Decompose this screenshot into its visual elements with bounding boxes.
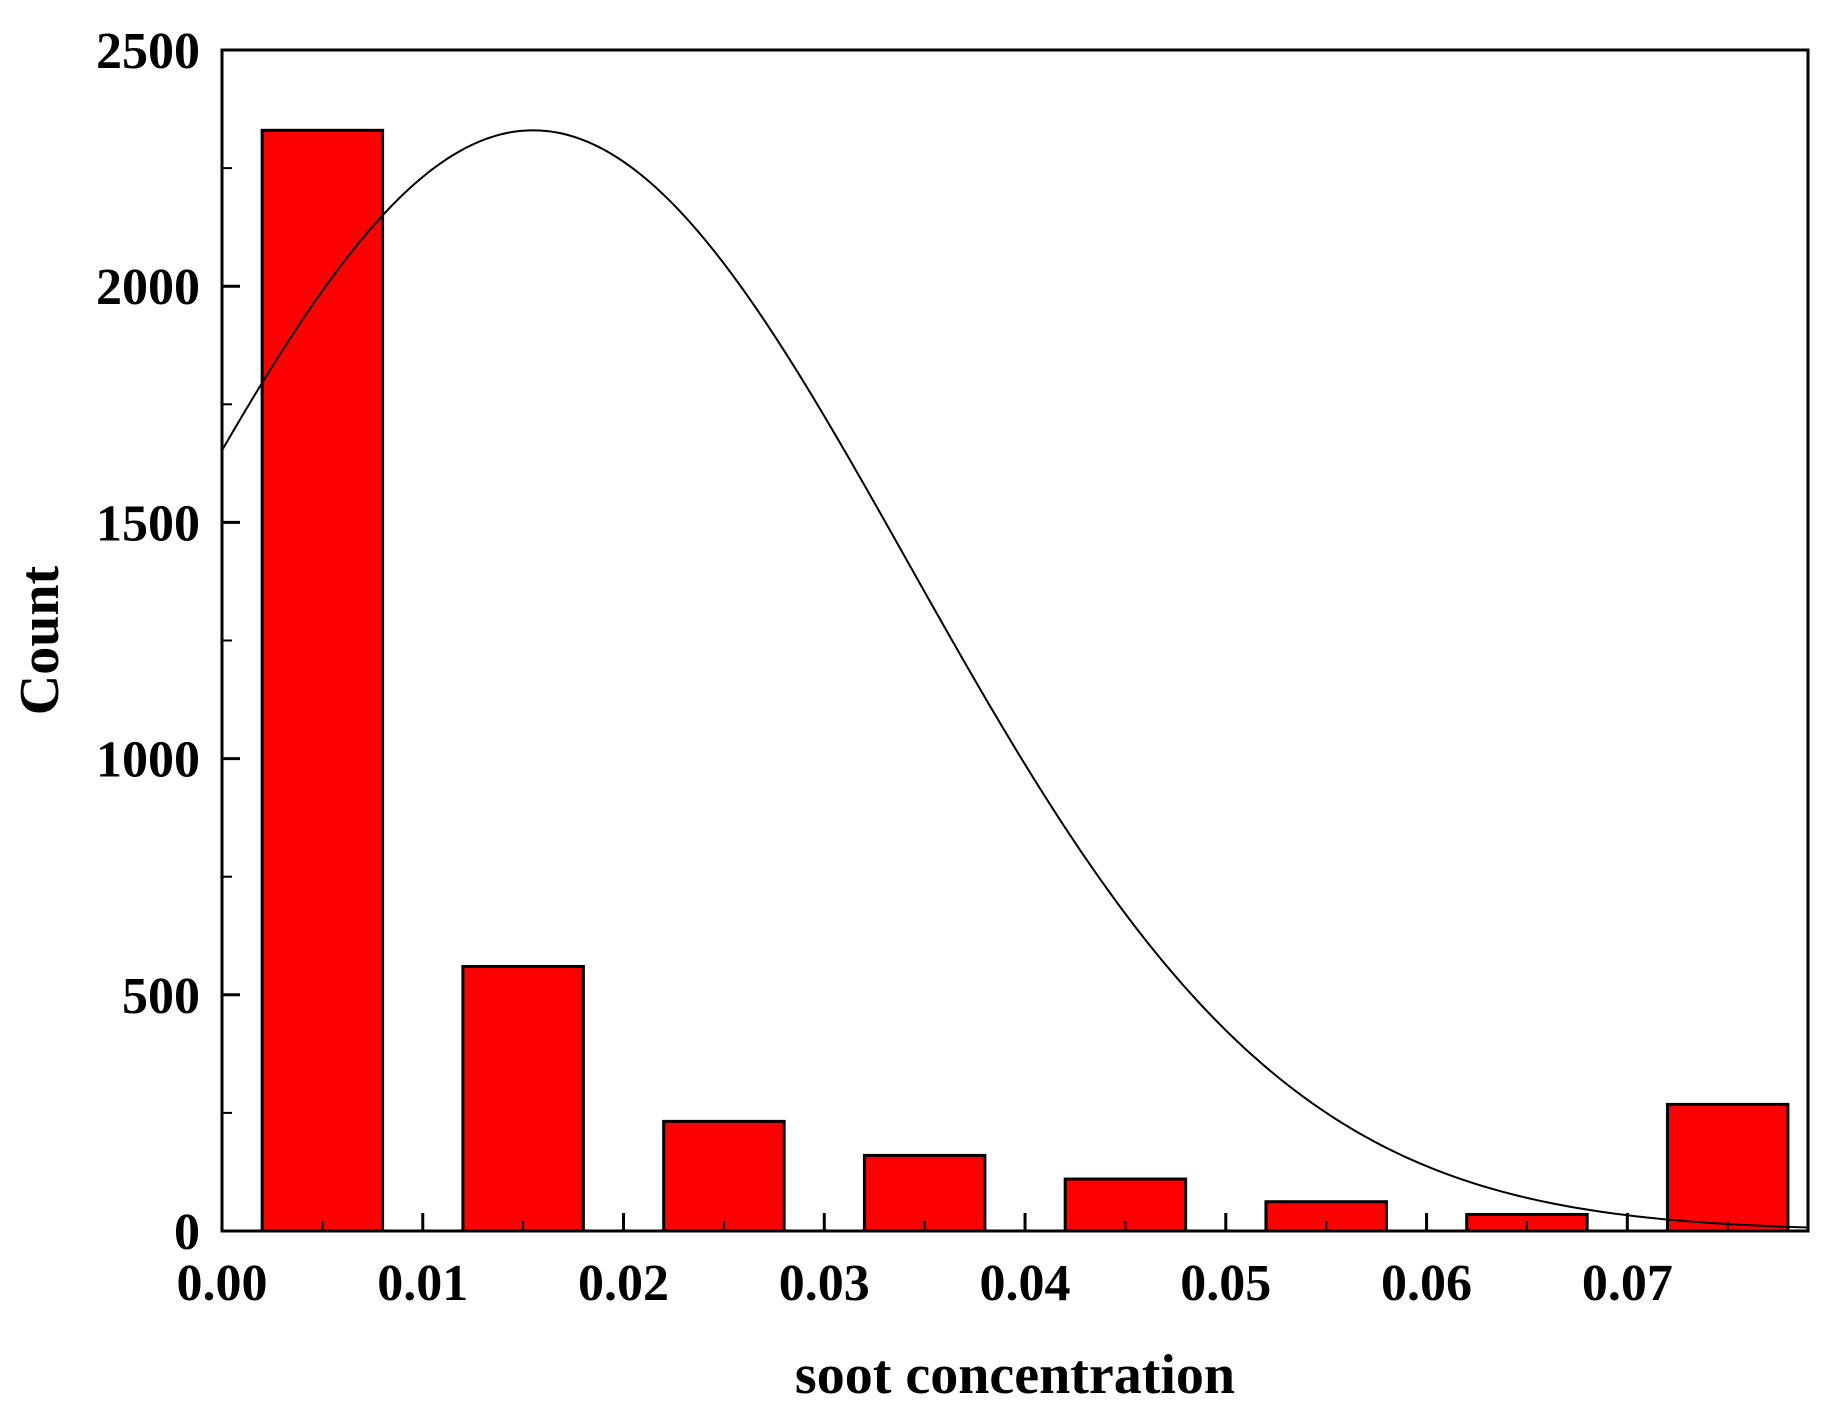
- x-tick-label: 0.06: [1381, 1255, 1472, 1312]
- x-tick-label: 0.04: [980, 1255, 1071, 1312]
- y-tick-label: 1000: [96, 732, 200, 789]
- histogram-bar: [862, 1153, 987, 1233]
- y-tick-label: 1500: [96, 495, 200, 552]
- y-axis-title: Count: [9, 565, 71, 715]
- histogram-bar: [1665, 1102, 1790, 1233]
- histogram-bar: [662, 1119, 786, 1233]
- y-tick-label: 2000: [96, 259, 200, 316]
- y-axis-ticks: 0 500 1000 1500 2000 2500: [96, 23, 240, 1261]
- x-axis-ticks: 0.00 0.01 0.02 0.03 0.04 0.05 0.06 0.07: [177, 1213, 1729, 1312]
- x-axis-title: soot concentration: [795, 1344, 1235, 1406]
- x-tick-label: 0.00: [177, 1255, 268, 1312]
- normal-fit-curve: [221, 129, 1809, 1229]
- x-tick-label: 0.05: [1180, 1255, 1271, 1312]
- histogram-bar: [260, 128, 385, 1233]
- y-tick-label: 0: [174, 1204, 200, 1261]
- x-tick-label: 0.01: [377, 1255, 468, 1312]
- y-tick-label: 2500: [96, 23, 200, 80]
- x-tick-label: 0.07: [1582, 1255, 1673, 1312]
- x-tick-label: 0.03: [779, 1255, 870, 1312]
- histogram-bar: [461, 964, 585, 1233]
- y-tick-label: 500: [122, 968, 200, 1025]
- bar-series: [260, 128, 1790, 1233]
- x-tick-label: 0.02: [578, 1255, 669, 1312]
